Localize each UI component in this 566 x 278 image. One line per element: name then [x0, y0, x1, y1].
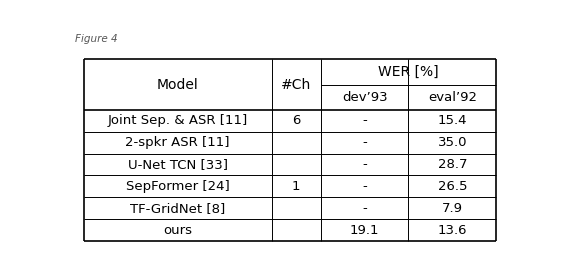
Text: -: - — [362, 158, 367, 171]
Text: Model: Model — [157, 78, 199, 91]
Text: ours: ours — [163, 224, 192, 237]
Text: 15.4: 15.4 — [438, 115, 467, 127]
Text: -: - — [362, 202, 367, 215]
Text: -: - — [362, 136, 367, 149]
Text: 6: 6 — [292, 115, 301, 127]
Text: 1: 1 — [292, 180, 301, 193]
Text: eval’92: eval’92 — [428, 91, 477, 104]
Text: Joint Sep. & ASR [11]: Joint Sep. & ASR [11] — [108, 115, 248, 127]
Text: TF-GridNet [8]: TF-GridNet [8] — [130, 202, 225, 215]
Text: WER [%]: WER [%] — [378, 65, 439, 79]
Text: 26.5: 26.5 — [438, 180, 467, 193]
Text: Figure 4: Figure 4 — [75, 34, 118, 44]
Text: 35.0: 35.0 — [438, 136, 467, 149]
Text: 19.1: 19.1 — [350, 224, 379, 237]
Text: -: - — [362, 180, 367, 193]
Text: 13.6: 13.6 — [438, 224, 467, 237]
Text: 7.9: 7.9 — [442, 202, 463, 215]
Text: -: - — [362, 115, 367, 127]
Text: #Ch: #Ch — [281, 78, 311, 91]
Text: 2-spkr ASR [11]: 2-spkr ASR [11] — [126, 136, 230, 149]
Text: U-Net TCN [33]: U-Net TCN [33] — [128, 158, 228, 171]
Text: dev’93: dev’93 — [342, 91, 388, 104]
Text: 28.7: 28.7 — [438, 158, 467, 171]
Text: SepFormer [24]: SepFormer [24] — [126, 180, 230, 193]
